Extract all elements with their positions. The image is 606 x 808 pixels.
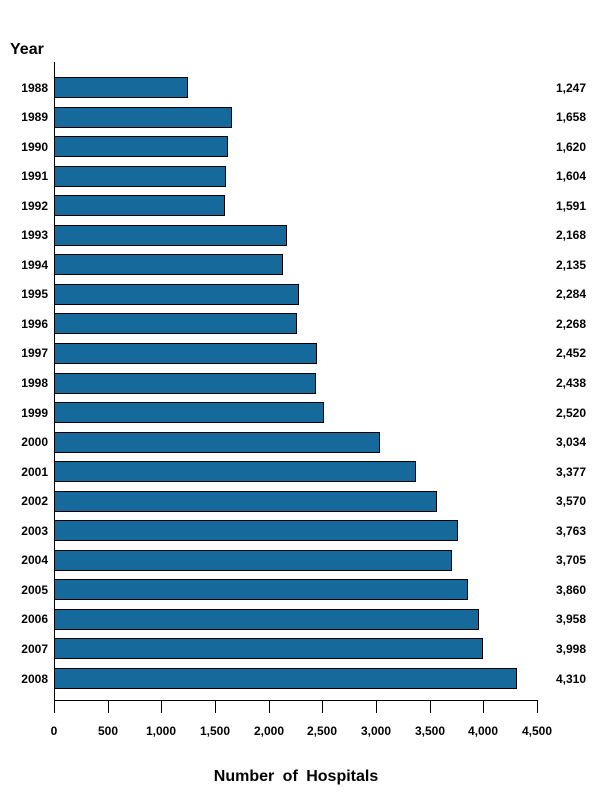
bar-2002	[54, 491, 437, 512]
bar-1991	[54, 166, 226, 187]
value-label: 2,135	[555, 258, 586, 272]
x-tick	[483, 700, 484, 713]
bar-1999	[54, 402, 324, 423]
x-tick-label: 2,500	[306, 724, 338, 738]
year-label: 1997	[21, 346, 48, 360]
bar-1992	[54, 195, 225, 216]
value-label: 3,377	[555, 465, 586, 479]
bar-2005	[54, 579, 468, 600]
value-label: 2,284	[555, 287, 586, 301]
x-tick-label: 3,000	[360, 724, 392, 738]
bar-2000	[54, 432, 380, 453]
value-label: 1,604	[555, 169, 586, 183]
value-label: 2,168	[555, 228, 586, 242]
value-label: 2,438	[555, 376, 586, 390]
value-label: 3,763	[555, 524, 586, 538]
bar-1994	[54, 254, 283, 275]
bar-1990	[54, 136, 228, 157]
year-label: 1995	[21, 287, 48, 301]
year-label: 2000	[21, 435, 48, 449]
value-label: 3,034	[555, 435, 586, 449]
year-label: 2002	[21, 494, 48, 508]
year-label: 2004	[21, 553, 48, 567]
x-axis-line	[54, 700, 538, 701]
x-tick	[161, 700, 162, 713]
x-tick	[376, 700, 377, 713]
x-tick-label: 1,500	[199, 724, 231, 738]
year-label: 2003	[21, 524, 48, 538]
y-axis-title: Year	[10, 41, 44, 58]
bar-2001	[54, 461, 416, 482]
x-tick	[108, 700, 109, 713]
year-label: 1999	[21, 406, 48, 420]
x-tick	[54, 700, 55, 713]
year-label: 1998	[21, 376, 48, 390]
bar-2007	[54, 638, 483, 659]
year-label: 2006	[21, 612, 48, 626]
value-label: 3,998	[555, 642, 586, 656]
x-tick	[322, 700, 323, 713]
year-label: 1988	[21, 81, 48, 95]
value-label: 1,620	[555, 140, 586, 154]
year-label: 2005	[21, 583, 48, 597]
value-label: 3,958	[555, 612, 586, 626]
bar-1995	[54, 284, 299, 305]
value-label: 1,658	[555, 110, 586, 124]
value-label: 3,705	[555, 553, 586, 567]
x-tick-label: 4,500	[521, 724, 553, 738]
value-label: 2,452	[555, 346, 586, 360]
x-tick	[269, 700, 270, 713]
year-label: 1994	[21, 258, 48, 272]
value-label: 4,310	[555, 672, 586, 686]
x-tick	[430, 700, 431, 713]
bar-1997	[54, 343, 317, 364]
year-label: 1992	[21, 199, 48, 213]
value-label: 1,591	[555, 199, 586, 213]
year-label: 1990	[21, 140, 48, 154]
bar-2008	[54, 668, 517, 689]
x-tick-label: 4,000	[467, 724, 499, 738]
year-label: 1996	[21, 317, 48, 331]
bar-2004	[54, 550, 452, 571]
value-label: 2,268	[555, 317, 586, 331]
year-label: 1989	[21, 110, 48, 124]
x-tick-label: 2,000	[253, 724, 285, 738]
x-tick-label: 1,000	[145, 724, 177, 738]
bar-2006	[54, 609, 479, 630]
bar-1988	[54, 77, 188, 98]
x-tick-label: 500	[97, 724, 119, 738]
x-axis-title: Number of Hospitals	[213, 768, 379, 785]
bar-2003	[54, 520, 458, 541]
value-label: 2,520	[555, 406, 586, 420]
value-label: 3,860	[555, 583, 586, 597]
value-label: 3,570	[555, 494, 586, 508]
year-label: 1993	[21, 228, 48, 242]
bar-1989	[54, 107, 232, 128]
year-label: 1991	[21, 169, 48, 183]
x-tick-label: 0	[50, 724, 58, 738]
year-label: 2001	[21, 465, 48, 479]
x-tick-label: 3,500	[414, 724, 446, 738]
year-label: 2008	[21, 672, 48, 686]
year-label: 2007	[21, 642, 48, 656]
bar-1993	[54, 225, 287, 246]
x-tick	[215, 700, 216, 713]
x-tick	[537, 700, 538, 713]
bar-1996	[54, 313, 297, 334]
bar-1998	[54, 373, 316, 394]
value-label: 1,247	[555, 81, 586, 95]
